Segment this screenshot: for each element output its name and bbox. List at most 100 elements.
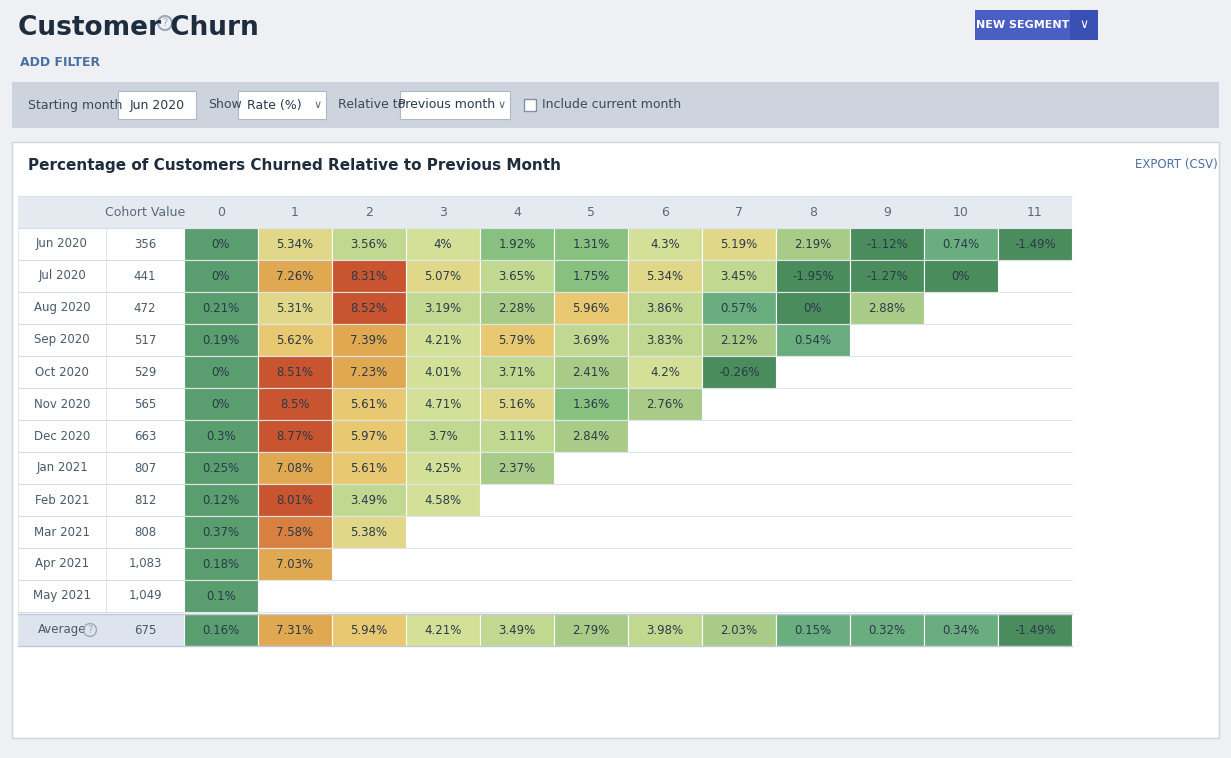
Text: 8.52%: 8.52% [351, 302, 388, 315]
Text: Feb 2021: Feb 2021 [34, 493, 89, 506]
Bar [18, 452, 106, 484]
Text: Percentage of Customers Churned Relative to Previous Month: Percentage of Customers Churned Relative… [28, 158, 561, 173]
Text: 1.36%: 1.36% [572, 397, 609, 411]
Bar [480, 292, 554, 324]
Bar [183, 548, 259, 580]
Text: 3.19%: 3.19% [425, 302, 462, 315]
Bar [480, 452, 554, 484]
Text: 0.57%: 0.57% [720, 302, 757, 315]
Text: Show: Show [208, 99, 241, 111]
Bar [849, 292, 924, 324]
Text: 3.65%: 3.65% [499, 270, 535, 283]
Bar [332, 292, 406, 324]
Bar [183, 388, 259, 420]
Bar [849, 260, 924, 292]
Bar [406, 452, 480, 484]
Bar [259, 548, 332, 580]
Bar [776, 292, 849, 324]
Bar [998, 614, 1072, 646]
Text: Previous month: Previous month [399, 99, 496, 111]
Text: NEW SEGMENT: NEW SEGMENT [976, 20, 1070, 30]
Bar [480, 324, 554, 356]
Text: 0.74%: 0.74% [943, 237, 980, 250]
Text: 5.34%: 5.34% [646, 270, 683, 283]
Bar [259, 614, 332, 646]
Text: 3.11%: 3.11% [499, 430, 535, 443]
Text: 4: 4 [513, 205, 521, 218]
Text: 0.18%: 0.18% [202, 557, 240, 571]
Bar [332, 324, 406, 356]
Text: Customer Churn: Customer Churn [18, 15, 259, 41]
Bar [259, 388, 332, 420]
Text: 7.31%: 7.31% [277, 624, 314, 637]
Bar [106, 260, 183, 292]
Bar [183, 484, 259, 516]
Text: 4.21%: 4.21% [425, 334, 462, 346]
Bar [183, 228, 259, 260]
Bar [183, 516, 259, 548]
Text: 1,083: 1,083 [128, 557, 161, 571]
Bar [480, 356, 554, 388]
Bar [18, 324, 106, 356]
Bar [406, 420, 480, 452]
Text: 3.45%: 3.45% [720, 270, 757, 283]
Text: 0.12%: 0.12% [202, 493, 240, 506]
Bar [183, 614, 259, 646]
Bar [524, 99, 535, 111]
Text: 5.34%: 5.34% [277, 237, 314, 250]
Text: 3.56%: 3.56% [351, 237, 388, 250]
Text: 4.58%: 4.58% [425, 493, 462, 506]
Bar [628, 228, 702, 260]
Text: 529: 529 [134, 365, 156, 378]
Text: 0%: 0% [212, 397, 230, 411]
Text: 5.61%: 5.61% [351, 462, 388, 475]
Text: Nov 2020: Nov 2020 [33, 397, 90, 411]
Bar [183, 260, 259, 292]
Text: 808: 808 [134, 525, 156, 538]
Text: Jul 2020: Jul 2020 [38, 270, 86, 283]
Text: -1.49%: -1.49% [1014, 624, 1056, 637]
Bar [106, 580, 183, 612]
Bar [406, 484, 480, 516]
Text: 1,049: 1,049 [128, 590, 161, 603]
Text: 5.19%: 5.19% [720, 237, 757, 250]
Text: 7.58%: 7.58% [277, 525, 314, 538]
Text: 3.71%: 3.71% [499, 365, 535, 378]
Text: 4.71%: 4.71% [425, 397, 462, 411]
Bar [628, 388, 702, 420]
Text: 8: 8 [809, 205, 817, 218]
Text: 6: 6 [661, 205, 668, 218]
Bar [106, 228, 183, 260]
Text: 2: 2 [366, 205, 373, 218]
Text: 3.7%: 3.7% [428, 430, 458, 443]
Text: -1.12%: -1.12% [867, 237, 908, 250]
Bar [18, 614, 1072, 646]
Text: Jan 2021: Jan 2021 [36, 462, 87, 475]
Bar [106, 324, 183, 356]
Text: 8.51%: 8.51% [277, 365, 314, 378]
Text: 5.31%: 5.31% [277, 302, 314, 315]
Text: 4.25%: 4.25% [425, 462, 462, 475]
Text: 7.03%: 7.03% [277, 557, 314, 571]
Bar [18, 228, 106, 260]
Text: 0: 0 [217, 205, 225, 218]
Text: 5: 5 [587, 205, 595, 218]
Text: Cohort Value: Cohort Value [105, 205, 185, 218]
Bar [1070, 10, 1098, 40]
Text: 4.01%: 4.01% [425, 365, 462, 378]
Bar [259, 452, 332, 484]
Bar [849, 228, 924, 260]
Text: 0.21%: 0.21% [202, 302, 240, 315]
Bar [18, 260, 106, 292]
Bar [406, 228, 480, 260]
Text: 2.19%: 2.19% [794, 237, 832, 250]
Bar [332, 516, 406, 548]
Text: 2.84%: 2.84% [572, 430, 609, 443]
Bar [18, 292, 106, 324]
Bar [998, 228, 1072, 260]
Bar [183, 420, 259, 452]
Text: ∨: ∨ [497, 100, 506, 110]
Text: 0.3%: 0.3% [206, 430, 236, 443]
Text: 1: 1 [291, 205, 299, 218]
Text: 0%: 0% [212, 365, 230, 378]
